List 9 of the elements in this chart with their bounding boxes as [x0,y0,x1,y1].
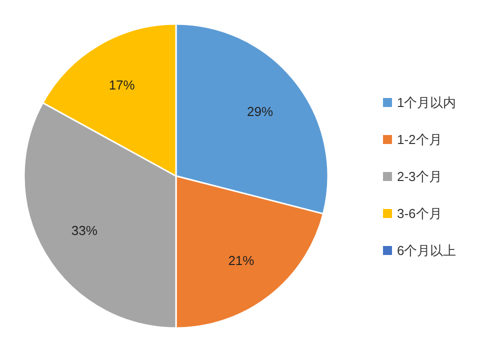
legend-label: 2-3个月 [397,169,442,184]
data-label: 21% [228,253,255,268]
legend-label: 1-2个月 [397,132,442,147]
legend-label: 3-6个月 [397,206,442,221]
legend-label: 1个月以内 [397,95,456,110]
data-label: 29% [247,104,274,119]
data-label: 17% [108,77,136,92]
legend-label: 6个月以上 [397,243,456,258]
data-label: 33% [71,223,98,238]
